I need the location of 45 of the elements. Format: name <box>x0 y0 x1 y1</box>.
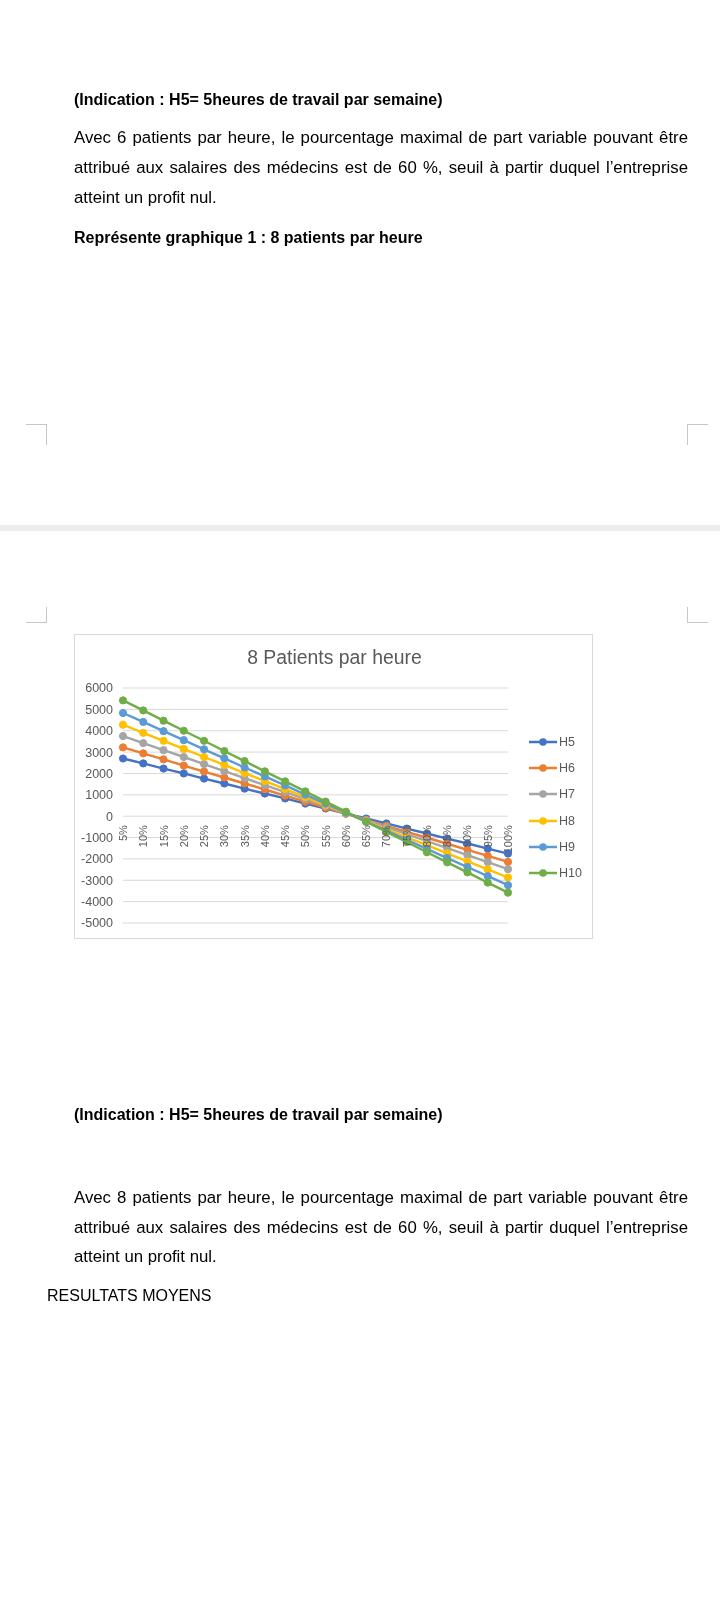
legend-label: H8 <box>559 813 575 828</box>
legend-label: H5 <box>559 735 575 750</box>
x-tick-label: 45% <box>279 824 292 848</box>
y-tick-label: 5000 <box>85 702 114 717</box>
x-tick-label: 10% <box>137 824 150 848</box>
y-tick-label: -5000 <box>81 916 114 931</box>
x-tick-label: 25% <box>198 824 211 848</box>
x-tick-label: 50% <box>299 824 312 848</box>
x-tick-label: 5% <box>117 824 129 842</box>
x-tick-label: 65% <box>360 824 373 848</box>
y-tick-label: 4000 <box>85 724 114 739</box>
y-tick-label: -4000 <box>81 895 114 910</box>
legend-label: H7 <box>559 787 575 802</box>
text: (Indication : H5= 5heures de travail par semaine) <box>74 1105 443 1125</box>
x-tick-label: 85% <box>441 824 454 848</box>
text: Avec 6 patients par heure, le pourcentage maximal de part variable pouvant être attribué aux salaires des médecins est de 60 %, seuil à partir duquel l’entreprise atteint un profit nul. <box>74 127 688 209</box>
x-tick-label: 30% <box>218 824 231 848</box>
x-tick-label: 15% <box>157 824 170 848</box>
y-tick-label: 1000 <box>85 788 114 803</box>
text: Avec 8 patients par heure, le pourcentage maximal de part variable pouvant être attribué aux salaires des médecins est de 60 %, seuil à partir duquel l’entreprise atteint un profit nul. <box>74 1187 688 1268</box>
y-tick-label: -3000 <box>81 873 114 888</box>
x-tick-label: 70% <box>380 824 393 848</box>
legend-label: H9 <box>559 839 575 854</box>
x-tick-label: 40% <box>258 824 271 848</box>
y-tick-label: 0 <box>106 809 114 824</box>
y-tick-label: 6000 <box>85 681 114 696</box>
y-tick-label: 3000 <box>85 745 114 760</box>
x-tick-label: 35% <box>238 824 251 848</box>
chart-title: 8 Patients par heure <box>246 646 423 669</box>
x-tick-label: 80% <box>420 824 433 848</box>
x-tick-label: 95% <box>481 824 494 848</box>
x-tick-label: 100% <box>502 824 514 854</box>
text: (Indication : H5= 5heures de travail par semaine) <box>74 90 443 110</box>
text: Représente graphique 1 : 8 patients par heure <box>74 228 423 248</box>
legend-label: H6 <box>559 761 575 776</box>
text: RESULTATS MOYENS <box>47 1286 212 1306</box>
y-tick-label: 2000 <box>85 766 114 781</box>
y-tick-label: -1000 <box>81 830 114 845</box>
y-tick-label: -2000 <box>81 852 114 867</box>
x-tick-label: 90% <box>461 824 474 848</box>
x-tick-label: 60% <box>339 824 352 848</box>
x-tick-label: 55% <box>319 824 332 848</box>
legend-label: H10 <box>559 866 582 881</box>
x-tick-label: 20% <box>177 824 190 848</box>
x-tick-label: 75% <box>400 824 413 848</box>
